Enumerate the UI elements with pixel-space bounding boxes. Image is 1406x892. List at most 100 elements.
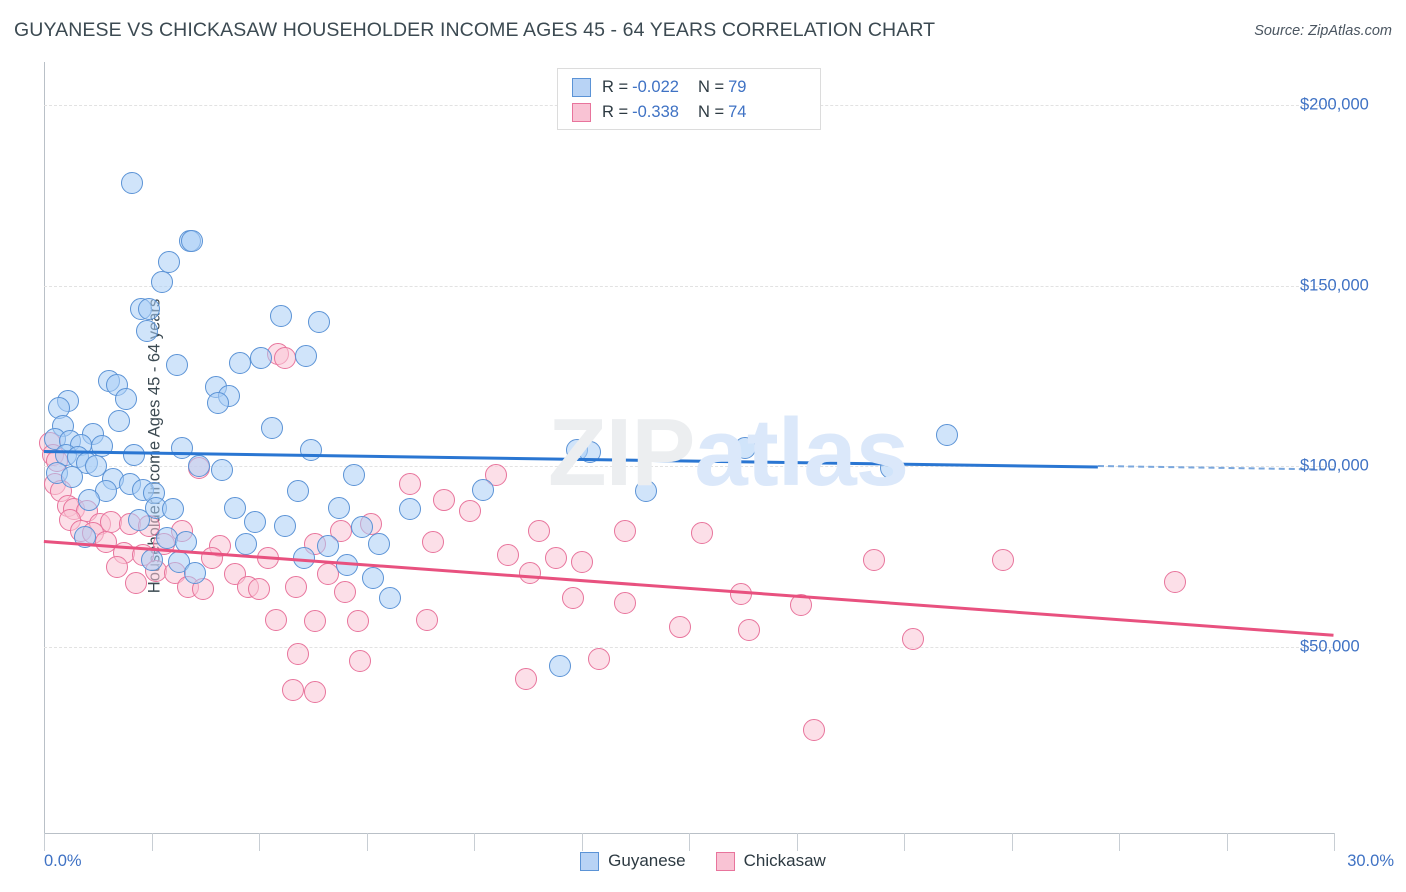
data-point [228,352,251,375]
y-tick-label: $100,000 [1300,456,1369,475]
x-axis-max-label: 30.0% [1347,852,1394,870]
data-point [316,534,339,557]
data-point [273,514,296,537]
data-point [862,548,885,571]
data-point [200,547,223,570]
data-point [84,455,107,478]
data-point [415,608,438,631]
data-point [293,547,316,570]
data-point [207,392,230,414]
data-point [729,583,752,606]
data-point [527,520,550,543]
data-point [78,489,101,512]
data-point [471,478,494,501]
data-point [544,547,567,570]
series-legend: Guyanese Chickasaw [0,851,1406,871]
y-tick-label: $150,000 [1300,276,1369,295]
x-tick-mark [474,833,475,851]
swatch-guyanese-icon [572,78,591,97]
data-point [282,678,305,701]
data-point [286,642,309,665]
data-point [514,668,537,691]
data-point [125,572,148,595]
plot-area [39,62,1334,827]
data-point [260,417,283,440]
data-point [802,718,825,741]
x-tick-mark [44,833,45,851]
data-point [432,489,455,512]
data-point [518,561,541,584]
legend-swatch-chickasaw-icon [715,851,735,871]
data-point [121,171,144,194]
data-point [106,556,129,579]
x-tick-mark [1011,833,1013,851]
data-point [587,648,610,671]
gridline [44,646,1334,648]
data-point [235,532,258,555]
data-point [303,680,326,703]
data-point [635,480,657,503]
data-point [549,655,571,678]
swatch-chickasaw-icon [572,103,591,122]
data-point [327,496,350,519]
x-tick-mark [1334,833,1335,851]
x-tick-mark [151,833,153,851]
x-tick-mark [259,833,260,851]
data-point [349,650,372,672]
data-point [108,410,131,433]
legend-item-guyanese[interactable]: Guyanese [580,851,686,871]
data-point [308,310,331,333]
data-point [284,576,307,599]
stat-row-guyanese: R = -0.022 N = 79 [572,75,810,100]
data-point [361,567,384,589]
data-point [138,298,161,321]
data-point [561,586,584,609]
legend-item-chickasaw[interactable]: Chickasaw [715,851,826,871]
data-point [901,628,924,651]
data-point [286,480,309,503]
data-point [95,530,118,553]
data-point [151,271,174,294]
data-point [181,229,204,252]
correlation-stats-box: R = -0.022 N = 79 R = -0.338 N = 74 [557,68,821,130]
legend-swatch-guyanese-icon [580,851,600,871]
data-point [136,319,159,342]
data-point [398,498,421,521]
data-point [269,305,292,328]
data-point [265,608,288,631]
r-label-guyanese: R = [602,78,629,96]
data-point [295,345,318,368]
data-point [157,251,180,274]
n-label-guyanese: N = [697,78,725,96]
data-point [183,561,206,584]
data-point [256,547,279,570]
data-point [334,581,356,604]
data-point [422,530,445,553]
data-point [613,520,636,543]
data-point [342,464,365,487]
r-label-chickasaw: R = [602,103,629,121]
data-point [579,440,602,463]
data-point [733,437,756,460]
data-point [1163,570,1186,593]
data-point [368,532,391,555]
y-tick-label: $50,000 [1300,637,1360,656]
stat-row-chickasaw: R = -0.338 N = 74 [572,100,810,125]
data-point [303,610,326,633]
x-tick-mark [1226,833,1228,851]
data-point [458,500,481,523]
legend-label-guyanese: Guyanese [608,851,686,870]
data-point [170,437,193,460]
data-point [379,586,402,609]
data-point [738,619,761,642]
data-point [166,354,189,377]
n-label-chickasaw: N = [697,103,725,121]
data-point [669,615,692,638]
x-tick-mark [1119,833,1120,851]
data-point [73,525,96,548]
data-point [273,346,296,369]
data-point [880,456,903,479]
data-point [316,563,339,586]
r-value-chickasaw: -0.338 [632,103,679,121]
x-tick-mark [366,833,368,851]
